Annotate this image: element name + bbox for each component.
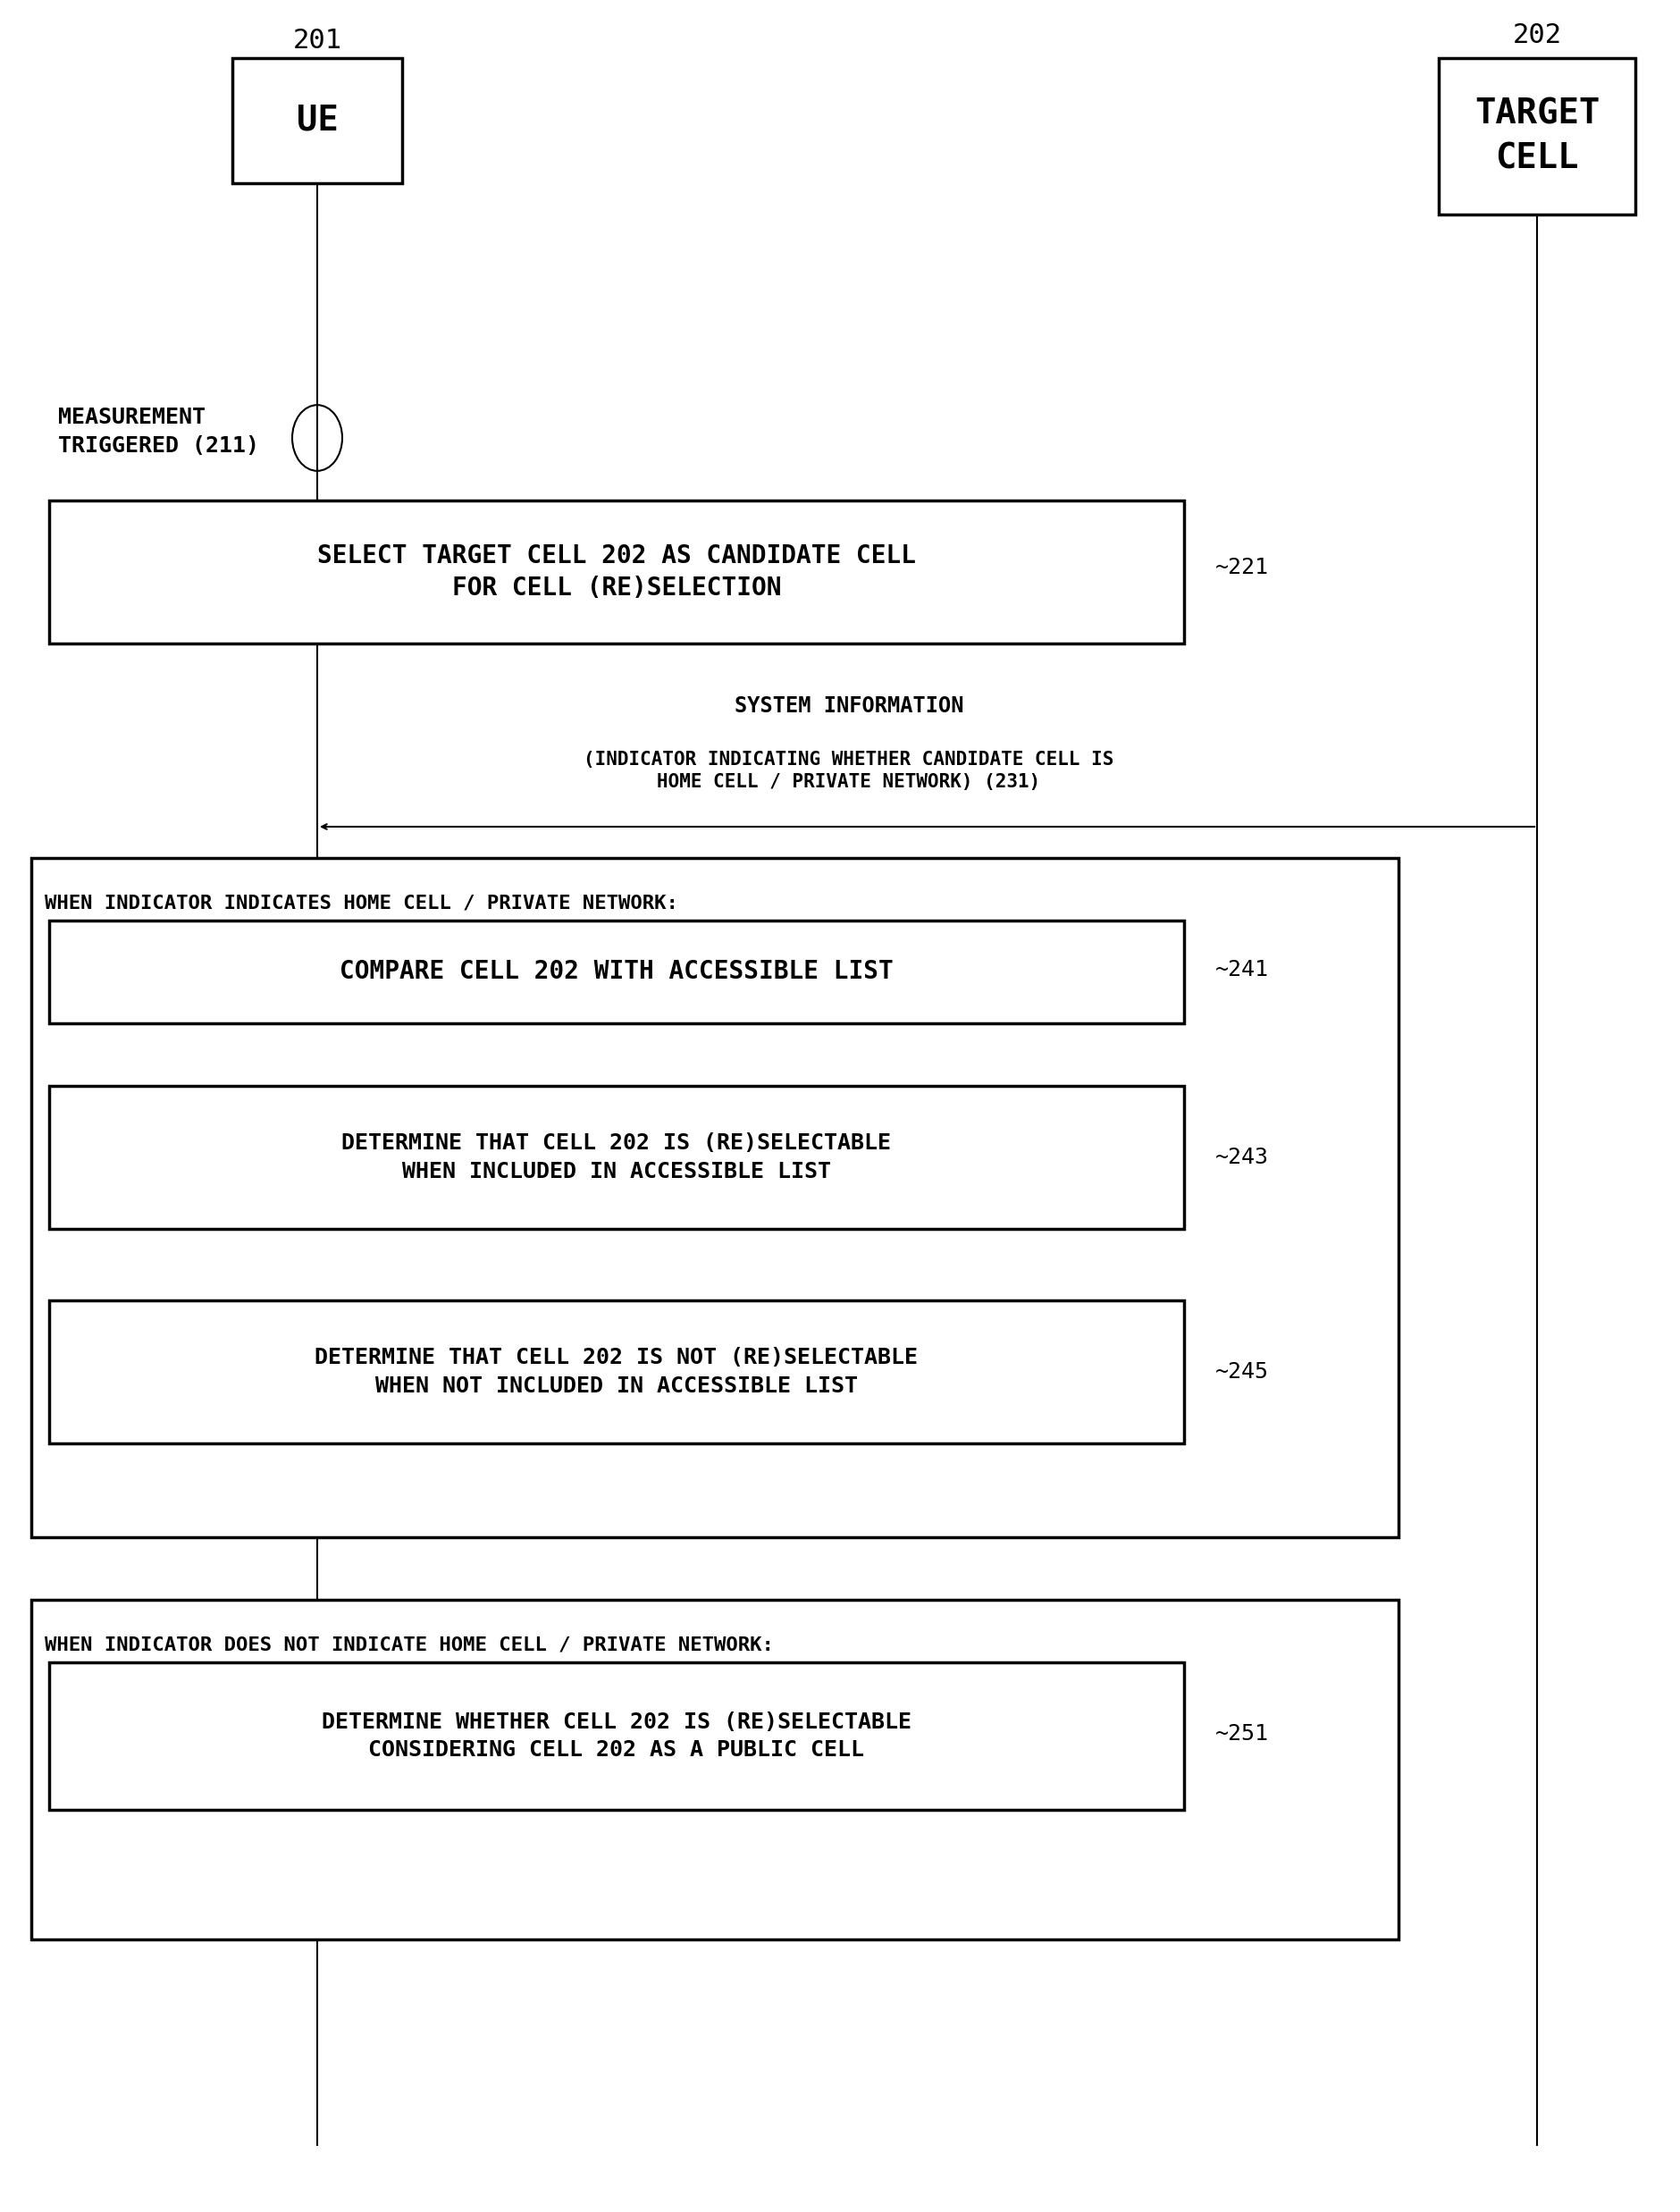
Text: DETERMINE THAT CELL 202 IS NOT (RE)SELECTABLE
WHEN NOT INCLUDED IN ACCESSIBLE LI: DETERMINE THAT CELL 202 IS NOT (RE)SELEC…: [314, 1347, 917, 1396]
Text: ~251: ~251: [1215, 1723, 1268, 1745]
Text: MEASUREMENT
TRIGGERED (211): MEASUREMENT TRIGGERED (211): [59, 407, 259, 456]
Text: ~221: ~221: [1215, 557, 1268, 577]
Bar: [49, 1663, 1183, 1809]
Text: SYSTEM INFORMATION: SYSTEM INFORMATION: [734, 695, 963, 717]
Text: COMPARE CELL 202 WITH ACCESSIBLE LIST: COMPARE CELL 202 WITH ACCESSIBLE LIST: [339, 960, 894, 984]
Bar: [49, 1086, 1183, 1230]
Bar: [49, 500, 1183, 644]
Bar: [32, 858, 1398, 1537]
Bar: [49, 920, 1183, 1024]
Text: SELECT TARGET CELL 202 AS CANDIDATE CELL
FOR CELL (RE)SELECTION: SELECT TARGET CELL 202 AS CANDIDATE CELL…: [318, 542, 916, 602]
Text: 202: 202: [1512, 22, 1561, 49]
Bar: [1438, 58, 1635, 215]
Text: ~243: ~243: [1215, 1146, 1268, 1168]
Text: UE: UE: [296, 104, 338, 137]
Bar: [49, 1301, 1183, 1444]
Text: (INDICATOR INDICATING WHETHER CANDIDATE CELL IS
HOME CELL / PRIVATE NETWORK) (23: (INDICATOR INDICATING WHETHER CANDIDATE …: [583, 750, 1114, 790]
Text: ~245: ~245: [1215, 1360, 1268, 1382]
Text: WHEN INDICATOR INDICATES HOME CELL / PRIVATE NETWORK:: WHEN INDICATOR INDICATES HOME CELL / PRI…: [45, 894, 677, 911]
Text: TARGET
CELL: TARGET CELL: [1473, 97, 1599, 175]
Bar: [232, 58, 402, 184]
Text: ~241: ~241: [1215, 960, 1268, 980]
Text: DETERMINE WHETHER CELL 202 IS (RE)SELECTABLE
CONSIDERING CELL 202 AS A PUBLIC CE: DETERMINE WHETHER CELL 202 IS (RE)SELECT…: [321, 1712, 911, 1761]
Bar: [32, 1599, 1398, 1940]
Text: DETERMINE THAT CELL 202 IS (RE)SELECTABLE
WHEN INCLUDED IN ACCESSIBLE LIST: DETERMINE THAT CELL 202 IS (RE)SELECTABL…: [341, 1133, 890, 1181]
Text: WHEN INDICATOR DOES NOT INDICATE HOME CELL / PRIVATE NETWORK:: WHEN INDICATOR DOES NOT INDICATE HOME CE…: [45, 1635, 773, 1652]
Text: 201: 201: [292, 27, 341, 53]
